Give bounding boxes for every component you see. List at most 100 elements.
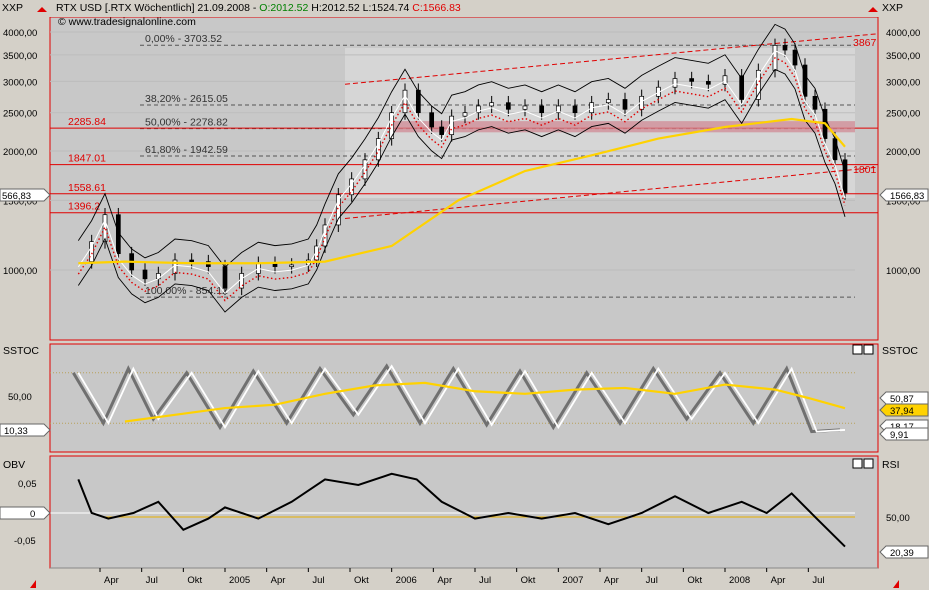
price-y-tick-right: 1000,00 — [886, 266, 920, 277]
price-y-tick-right: 3000,00 — [886, 77, 920, 88]
candle-body — [672, 78, 678, 88]
flag-shape — [0, 188, 51, 202]
x-tick-label: Apr — [604, 575, 619, 586]
level-label: 2285.84 — [68, 116, 106, 128]
fib-label: 0,00% - 3703.52 — [145, 33, 222, 45]
obv-window-controls[interactable] — [852, 458, 874, 469]
price-last-value-right-flag: 1566,83 — [879, 188, 929, 202]
flag-text: 566,83 — [2, 191, 31, 202]
flag-text: 37,94 — [890, 406, 914, 417]
channel-lower-line — [344, 166, 879, 219]
candle-body — [222, 266, 228, 289]
rsi-last-value-flag: 20,39 — [879, 545, 929, 559]
price-y-tick-right: 1500,00 — [886, 196, 920, 207]
candle-body — [475, 105, 481, 114]
candle-body — [722, 75, 728, 85]
price-y-tick-right: 4000,00 — [886, 28, 920, 39]
candle-body — [505, 102, 511, 110]
x-tick-label: Jul — [312, 575, 324, 586]
candle-body — [362, 159, 368, 180]
flag-text: 1566,83 — [890, 191, 924, 202]
candle-body — [449, 115, 455, 135]
obv-tick-005: 0,05 — [18, 479, 37, 490]
x-tick-label: Jul — [812, 575, 824, 586]
scroll-up-right-icon[interactable] — [868, 7, 878, 12]
x-tick-label: 2006 — [396, 575, 417, 586]
price-y-tick-left: 2500,00 — [3, 109, 37, 120]
price-y-tick-left: 2000,00 — [3, 147, 37, 158]
candle-body — [572, 105, 578, 114]
candle-body — [522, 105, 528, 110]
channel-upper-line — [344, 33, 879, 85]
stoch-panel-bg — [49, 343, 879, 453]
bollinger-upper-line — [77, 23, 846, 268]
obv-tick-neg005: -0,05 — [14, 536, 36, 547]
candle-body — [555, 105, 561, 114]
candle-body — [375, 138, 381, 161]
fib-label: 50,00% - 2278.82 — [145, 117, 228, 129]
stoch-left-value-flag: 10,33 — [0, 423, 51, 437]
scroll-down-left-icon[interactable] — [30, 580, 36, 588]
candle-body — [622, 99, 628, 110]
stoch-right-value-flag: 50,87 — [879, 391, 929, 405]
stoch-title: SSTOC — [3, 345, 39, 357]
obv-line — [77, 472, 846, 548]
svg-text:20,39: 20,39 — [890, 548, 914, 559]
candle-body — [89, 241, 95, 262]
ohlc-high: H:2012.52 — [311, 2, 360, 14]
price-red-dotted-line — [77, 56, 846, 302]
scroll-down-right-icon[interactable] — [893, 580, 899, 588]
title-main: RTX USD [.RTX Wöchentlich] 21.09.2008 - — [56, 2, 259, 14]
x-tick-label: Jul — [646, 575, 658, 586]
channel-label: 1801 — [853, 164, 877, 176]
x-tick-label: Apr — [104, 575, 119, 586]
x-tick-label: Apr — [271, 575, 286, 586]
flag-shape — [879, 427, 929, 441]
flag-shape — [879, 403, 929, 417]
stoch-gray-line — [72, 363, 841, 434]
candle-body — [189, 259, 195, 262]
x-tick-label: Okt — [187, 575, 202, 586]
flag-shape — [879, 391, 929, 405]
candle-body — [842, 159, 848, 194]
stoch-window-controls[interactable] — [852, 344, 874, 355]
flag-text: 50,87 — [890, 394, 914, 405]
candle-body — [289, 264, 295, 267]
ohlc-open: O:2012.52 — [259, 2, 308, 14]
stoch-right-value-flag: 9,91 — [879, 427, 929, 441]
candle-body — [389, 112, 395, 139]
x-tick-label: Okt — [687, 575, 702, 586]
channel-label: 3867 — [853, 37, 877, 49]
candle-body — [705, 81, 711, 85]
x-tick-label: Apr — [437, 575, 452, 586]
candle-body — [429, 112, 435, 128]
resistance-band — [390, 121, 855, 133]
price-y-tick-left: 1500,00 — [3, 196, 37, 207]
x-tick-label: 2007 — [562, 575, 583, 586]
symbol-label: XXP — [2, 2, 23, 14]
candle-body — [489, 102, 495, 107]
scroll-up-icon[interactable] — [37, 7, 47, 12]
ohlc-close: C:1566.83 — [412, 2, 461, 14]
bollinger-lower-line — [77, 68, 846, 313]
fib-label: 38,20% - 2615.05 — [145, 93, 228, 105]
candle-body — [739, 75, 745, 100]
candle-body — [335, 194, 341, 226]
stoch-yellow-line — [124, 381, 846, 423]
ohlc-low: L:1524.74 — [363, 2, 410, 14]
price-last-value-left-flag: 566,83 — [0, 188, 51, 202]
candle-body — [605, 99, 611, 104]
stoch-white-line — [77, 364, 846, 433]
x-tick-label: 2005 — [229, 575, 250, 586]
candle-body — [782, 45, 788, 51]
price-y-tick-left: 3000,00 — [3, 77, 37, 88]
candle-body — [802, 64, 808, 97]
price-y-tick-right: 3500,00 — [886, 51, 920, 62]
x-tick-label: Apr — [771, 575, 786, 586]
stoch-tick-50: 50,00 — [8, 392, 32, 403]
stoch-title-right: SSTOC — [882, 345, 918, 357]
fib-label: 100,00% - 854.12 — [145, 285, 228, 297]
stoch-right-value-flag: 37,94 — [879, 403, 929, 417]
price-y-tick-right: 2500,00 — [886, 109, 920, 120]
